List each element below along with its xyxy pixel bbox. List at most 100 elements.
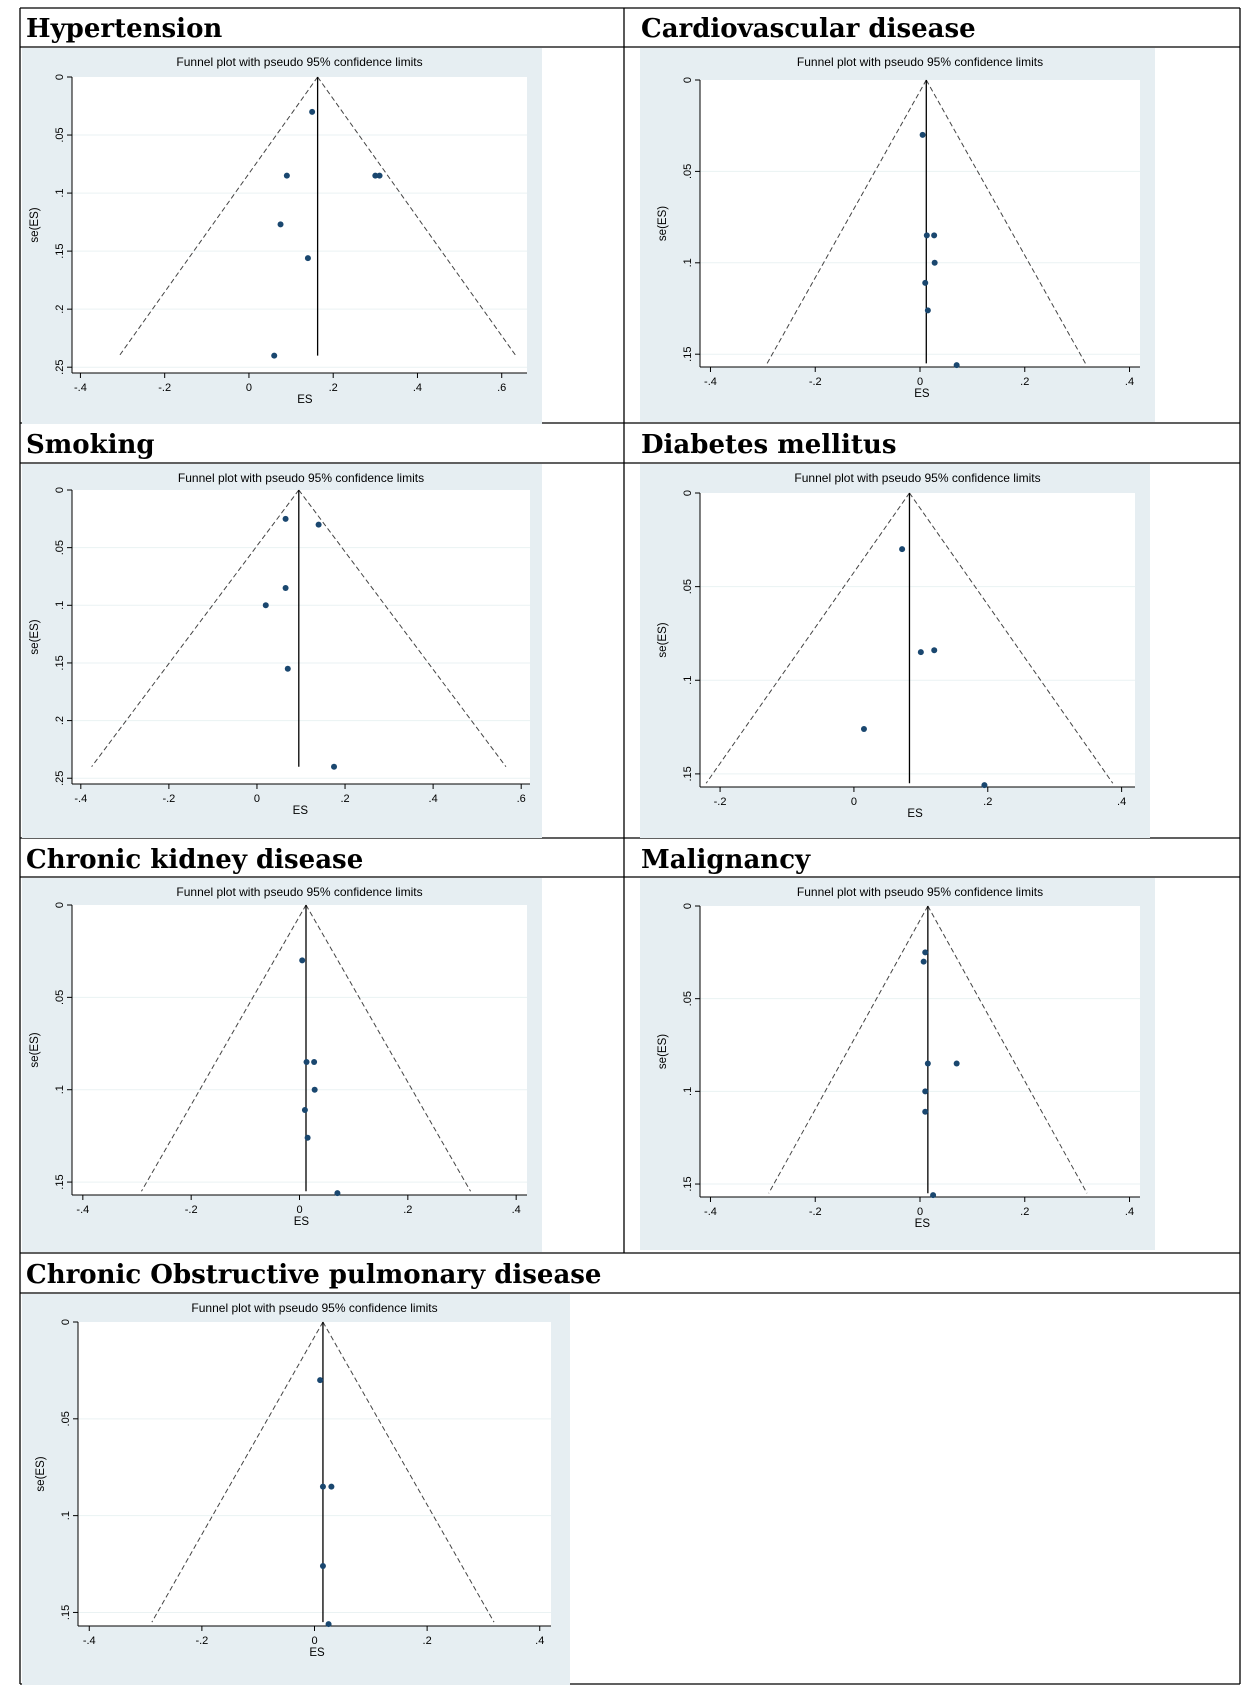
- funnel-limit-lower: [119, 76, 319, 356]
- funnel-limit-upper: [298, 489, 507, 768]
- data-point: [931, 232, 938, 239]
- data-point: [334, 1190, 341, 1197]
- y-axis-label: se(ES): [29, 207, 41, 242]
- funnel-limit-upper: [322, 1321, 495, 1623]
- y-tick-label: .05: [54, 127, 66, 142]
- y-tick-label: 0: [54, 487, 66, 493]
- plot-area: [700, 80, 1140, 367]
- funnel-limit-lower: [141, 904, 307, 1192]
- chart-7: Chronic Obstructive pulmonary disease Fun…: [22, 1260, 601, 1685]
- data-point: [303, 1059, 310, 1066]
- y-axis-label: se(ES): [657, 206, 669, 241]
- x-tick-label: .4: [413, 382, 422, 394]
- y-axis-label: se(ES): [29, 619, 41, 654]
- data-point: [922, 1088, 929, 1095]
- data-point: [860, 725, 867, 732]
- x-tick-label: .2: [423, 1635, 432, 1647]
- x-axis-label: ES: [293, 805, 309, 817]
- y-tick-label: .1: [682, 1087, 694, 1096]
- plot-area: [72, 905, 527, 1195]
- data-point: [924, 1060, 931, 1067]
- data-point: [311, 1086, 318, 1093]
- x-axis-label: ES: [907, 808, 923, 820]
- x-tick-label: .4: [1125, 376, 1134, 388]
- y-tick-label: .1: [54, 188, 66, 197]
- funnel-limit-upper: [305, 904, 471, 1192]
- plot-area: [72, 77, 527, 373]
- data-point: [920, 958, 927, 965]
- data-point: [331, 763, 338, 770]
- funnel-limit-lower: [151, 1321, 324, 1623]
- x-tick-label: .2: [329, 382, 338, 394]
- chart-4: Diabetes mellitus Funnel plot with pseudo…: [640, 430, 1150, 838]
- data-point: [304, 255, 311, 262]
- data-point: [899, 546, 906, 553]
- data-point: [328, 1483, 335, 1490]
- chart-title: Funnel plot with pseudo 95% confidence l…: [176, 885, 422, 899]
- x-tick-label: 0: [311, 1635, 317, 1647]
- y-axis-label: se(ES): [657, 622, 669, 657]
- data-point: [930, 1192, 937, 1199]
- data-point: [271, 352, 278, 359]
- data-point: [284, 665, 291, 672]
- data-point: [931, 259, 938, 266]
- chart-1: Hypertension Funnel plot with pseudo 95% …: [22, 14, 542, 424]
- y-tick-label: 0: [54, 74, 66, 80]
- y-tick-label: 0: [682, 903, 694, 909]
- data-point: [311, 1059, 318, 1066]
- y-tick-label: .2: [54, 716, 66, 725]
- data-point: [923, 232, 930, 239]
- y-tick-label: .05: [682, 579, 694, 594]
- y-tick-label: .1: [54, 1085, 66, 1094]
- data-point: [277, 221, 284, 228]
- x-tick-label: .4: [535, 1635, 544, 1647]
- data-point: [319, 1562, 326, 1569]
- funnel-limit-lower: [91, 489, 300, 768]
- y-tick-label: .15: [682, 1176, 694, 1191]
- x-tick-label: 0: [246, 382, 252, 394]
- y-tick-label: 0: [682, 77, 694, 83]
- x-tick-label: .6: [497, 382, 506, 394]
- data-point: [924, 307, 931, 314]
- data-point: [372, 172, 379, 179]
- x-tick-label: -.4: [76, 1204, 89, 1216]
- y-tick-label: 0: [60, 1319, 72, 1325]
- chart-title: Funnel plot with pseudo 95% confidence l…: [797, 885, 1043, 899]
- x-tick-label: 0: [917, 1206, 923, 1218]
- data-point: [299, 957, 306, 964]
- chart-heading: Cardiovascular disease: [641, 14, 976, 44]
- funnel-limit-lower: [766, 79, 927, 364]
- data-point: [931, 647, 938, 654]
- chart-title: Funnel plot with pseudo 95% confidence l…: [797, 55, 1043, 69]
- funnel-limit-upper: [909, 492, 1114, 784]
- x-tick-label: .4: [1117, 796, 1126, 808]
- x-tick-label: .4: [512, 1204, 521, 1216]
- y-tick-label: .05: [682, 991, 694, 1006]
- data-point: [325, 1621, 332, 1628]
- x-tick-label: -.4: [74, 793, 87, 805]
- x-axis-label: ES: [915, 1218, 931, 1230]
- data-point: [953, 1060, 960, 1067]
- x-tick-label: -.2: [195, 1635, 208, 1647]
- x-axis-label: ES: [914, 388, 930, 400]
- data-point: [376, 172, 383, 179]
- x-tick-label: -.4: [704, 1206, 717, 1218]
- x-tick-label: .4: [429, 793, 438, 805]
- x-tick-label: -.2: [162, 793, 175, 805]
- y-tick-label: .05: [54, 540, 66, 555]
- data-point: [922, 279, 929, 286]
- y-tick-label: .15: [60, 1605, 72, 1620]
- y-axis-label: se(ES): [29, 1032, 41, 1067]
- chart-title: Funnel plot with pseudo 95% confidence l…: [176, 55, 422, 69]
- x-tick-label: .2: [1020, 1206, 1029, 1218]
- chart-2: Cardiovascular disease Funnel plot with p…: [640, 14, 1155, 422]
- chart-6: Malignancy Funnel plot with pseudo 95% co…: [640, 845, 1155, 1250]
- funnel-limit-upper: [927, 905, 1088, 1194]
- x-tick-label: .6: [517, 793, 526, 805]
- y-tick-label: .15: [54, 655, 66, 670]
- data-point: [309, 108, 316, 115]
- y-tick-label: .1: [682, 258, 694, 267]
- y-tick-label: .25: [54, 360, 66, 375]
- plot-area: [700, 493, 1135, 787]
- y-tick-label: .15: [54, 1174, 66, 1189]
